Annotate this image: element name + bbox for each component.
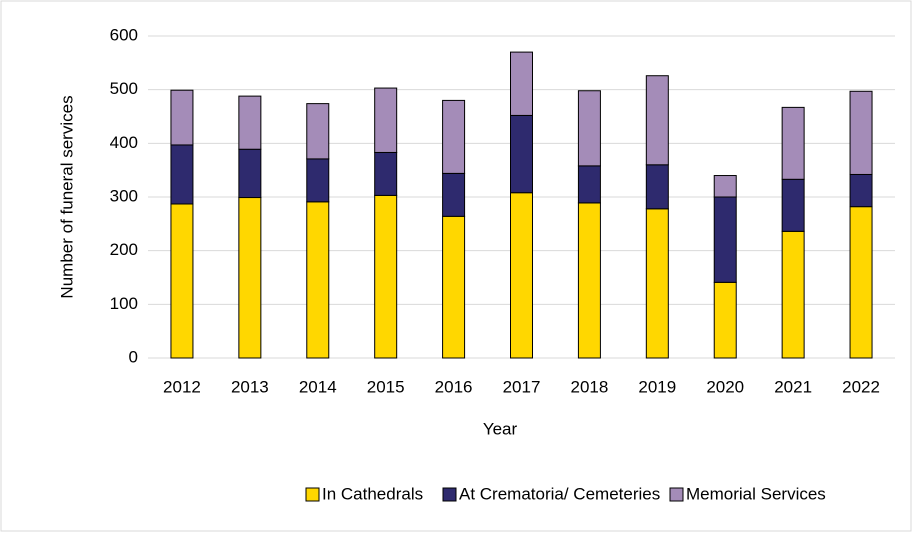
x-tick-label: 2016 [435, 377, 473, 396]
bar-segment [781, 106, 805, 180]
bar-segment [374, 194, 398, 359]
x-axis-label: Year [483, 419, 518, 438]
bar-segment [713, 281, 737, 359]
legend-label: Memorial Services [686, 484, 826, 503]
x-tick-label: 2019 [638, 377, 676, 396]
bar-segment [510, 114, 533, 194]
bar-segment [849, 173, 873, 208]
bar-segment [374, 87, 398, 153]
bar-segment [577, 90, 601, 167]
bar-segment [645, 208, 669, 359]
x-tick-label: 2017 [503, 377, 541, 396]
bar-segment [849, 90, 873, 175]
y-tick-label: 300 [110, 186, 138, 205]
bar-segment [781, 230, 805, 359]
bar-segment [170, 144, 194, 205]
bar-segment [645, 75, 669, 166]
x-tick-label: 2020 [706, 377, 744, 396]
y-tick-label: 200 [110, 240, 138, 259]
bar-segment [442, 99, 466, 174]
x-tick-label: 2013 [231, 377, 269, 396]
bar-segment [713, 196, 737, 283]
bar-segment [238, 197, 262, 359]
bar-segment [577, 165, 601, 204]
x-tick-label: 2021 [774, 377, 812, 396]
legend-label: In Cathedrals [322, 484, 423, 503]
y-tick-label: 0 [129, 347, 138, 366]
bar-segment [442, 215, 466, 359]
bar-segment [442, 172, 466, 217]
bar-segment [781, 178, 805, 232]
bar-segment [238, 95, 262, 150]
bar-segment [306, 158, 330, 203]
bar-segment [577, 202, 601, 359]
bar-segment [170, 203, 194, 359]
bar-segment [170, 89, 194, 146]
x-tick-label: 2022 [842, 377, 880, 396]
bar-segment [374, 151, 398, 196]
y-tick-label: 400 [110, 133, 138, 152]
x-tick-label: 2015 [367, 377, 405, 396]
x-tick-label: 2014 [299, 377, 337, 396]
bar-segment [849, 206, 873, 359]
legend-swatch [442, 487, 457, 502]
y-tick-label: 100 [110, 294, 138, 313]
legend-label: At Crematoria/ Cemeteries [459, 484, 660, 503]
bar-segment [510, 192, 533, 359]
bar-segment [238, 148, 262, 199]
legend-swatch [669, 487, 684, 502]
x-tick-label: 2012 [163, 377, 201, 396]
bar-segment [306, 201, 330, 359]
y-tick-label: 500 [110, 79, 138, 98]
bar-segment [510, 51, 533, 116]
bar-segment [306, 103, 330, 160]
y-tick-label: 600 [110, 25, 138, 44]
x-tick-label: 2018 [570, 377, 608, 396]
legend-swatch [305, 487, 320, 502]
bar-segment [713, 175, 737, 198]
y-axis-label: Number of funeral services [57, 95, 76, 298]
bar-segment [645, 164, 669, 210]
